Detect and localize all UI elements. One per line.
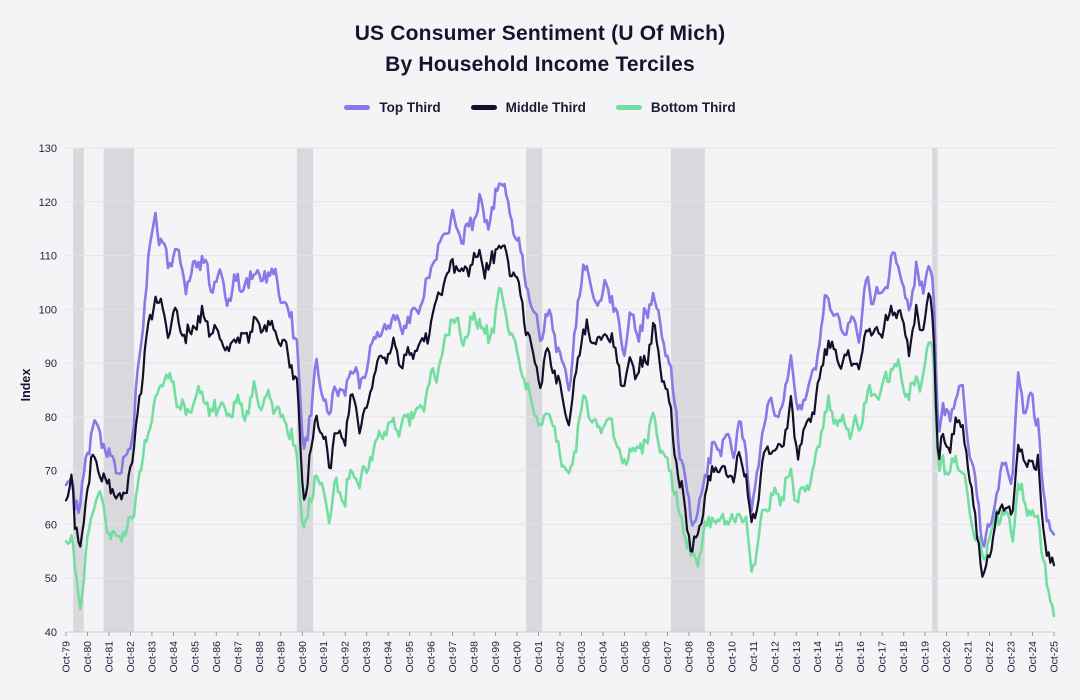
recession-band [526,148,543,632]
x-tick-label: Oct-93 [361,641,373,673]
x-tick-label: Oct-85 [189,641,201,673]
y-tick-label: 60 [45,519,57,531]
x-tick-label: Oct-22 [984,641,996,673]
y-tick-label: 130 [39,143,57,155]
legend-swatch-middle-third [470,105,497,110]
x-tick-label: Oct-83 [146,641,158,673]
recession-band [103,148,135,632]
x-tick-label: Oct-03 [576,641,588,673]
legend-item-top-third: Top Third [344,100,441,115]
chart-subtitle: By Household Income Terciles [385,53,695,76]
x-tick-label: Oct-01 [533,641,545,673]
x-tick-label: Oct-18 [898,641,910,673]
x-tick-label: Oct-11 [748,641,760,672]
x-tick-label: Oct-23 [1006,641,1018,673]
legend-item-bottom-third: Bottom Third [615,100,736,115]
x-tick-label: Oct-87 [232,641,244,673]
x-tick-label: Oct-08 [683,641,695,673]
x-tick-label: Oct-09 [705,641,717,673]
y-tick-label: 100 [39,304,57,316]
x-tick-label: Oct-21 [963,641,975,673]
x-tick-label: Oct-98 [469,641,481,673]
y-tick-label: 70 [45,466,57,478]
y-tick-label: 90 [45,358,57,370]
x-tick-label: Oct-84 [168,641,180,673]
series-line-middle-third [64,244,1056,578]
x-tick-label: Oct-90 [297,641,309,673]
chart-header: US Consumer Sentiment (U Of Mich) By Hou… [0,18,1080,80]
series-line-bottom-third [64,286,1056,618]
x-tick-label: Oct-96 [426,641,438,673]
y-tick-label: 80 [45,412,57,424]
legend-label-middle-third: Middle Third [505,100,586,115]
x-tick-label: Oct-92 [340,641,352,673]
x-tick-label: Oct-99 [490,641,502,673]
x-tick-label: Oct-86 [211,641,223,673]
legend-item-middle-third: Middle Third [470,100,586,115]
x-tick-label: Oct-05 [619,641,631,673]
x-tick-label: Oct-95 [404,641,416,673]
x-tick-label: Oct-00 [512,641,524,673]
x-tick-label: Oct-25 [1049,641,1061,673]
legend: Top Third Middle Third Bottom Third [0,100,1080,115]
legend-label-top-third: Top Third [379,100,441,115]
x-tick-label: Oct-15 [834,641,846,673]
x-tick-label: Oct-04 [598,641,610,673]
x-tick-label: Oct-02 [555,641,567,673]
legend-swatch-top-third [344,105,371,110]
sentiment-chart-svg: 40 50 60 70 80 90 100 110 120 130 Oct-79 Oct-80 Oct-… [39,143,1061,673]
x-tick-label: Oct-79 [61,641,73,673]
y-tick-label: 50 [45,573,57,585]
x-tick-label: Oct-14 [812,641,824,673]
x-tick-label: Oct-91 [318,641,330,673]
x-tick-label: Oct-82 [125,641,137,673]
x-tick-label: Oct-24 [1027,641,1039,673]
x-tick-label: Oct-88 [254,641,266,673]
series-line-top-third [64,182,1056,548]
chart-title: US Consumer Sentiment (U Of Mich) [354,22,726,45]
x-tick-label: Oct-94 [383,641,395,673]
x-tick-label: Oct-89 [275,641,287,673]
x-tick-label: Oct-07 [662,641,674,673]
x-tick-label: Oct-17 [877,641,889,673]
x-tick-label: Oct-12 [769,641,781,673]
legend-swatch-bottom-third [615,105,642,110]
y-tick-label: 110 [39,251,57,263]
recession-band [671,148,705,632]
x-tick-label: Oct-19 [920,641,932,673]
x-tick-label: Oct-10 [726,641,738,673]
x-tick-label: Oct-20 [941,641,953,673]
x-tick-label: Oct-13 [791,641,803,673]
x-tick-label: Oct-80 [82,641,94,673]
y-tick-label: 120 [39,197,57,209]
x-tick-label: Oct-16 [855,641,867,673]
legend-label-bottom-third: Bottom Third [650,100,736,115]
recession-band [73,148,84,632]
x-tick-label: Oct-97 [447,641,459,673]
x-tick-label: Oct-81 [104,641,116,673]
y-tick-label: 40 [45,627,57,639]
x-tick-label: Oct-06 [640,641,652,673]
